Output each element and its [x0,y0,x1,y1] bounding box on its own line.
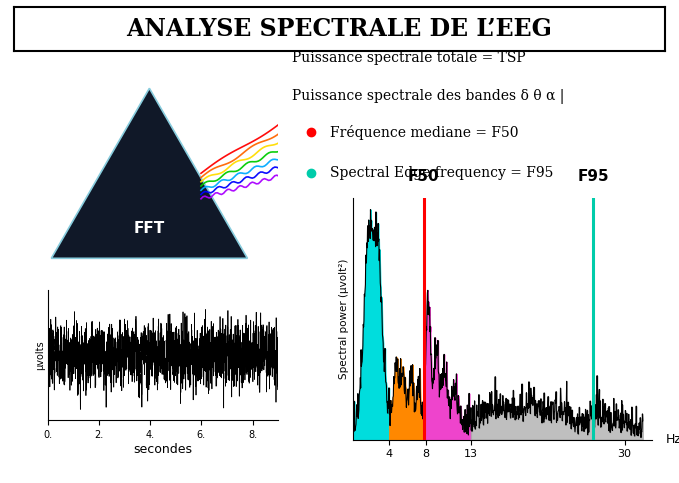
Polygon shape [52,88,247,258]
Text: Spectral Edge frequency = F95: Spectral Edge frequency = F95 [330,166,553,180]
Text: F95: F95 [577,169,609,184]
Text: Puissance spectrale totale = TSP: Puissance spectrale totale = TSP [292,51,526,65]
X-axis label: secondes: secondes [134,443,192,455]
Text: Fréquence mediane = F50: Fréquence mediane = F50 [330,125,519,140]
Text: F50: F50 [408,169,439,184]
Text: Puissance spectrale des bandes δ θ α |: Puissance spectrale des bandes δ θ α | [292,89,564,104]
Y-axis label: Spectral power (µvolt²): Spectral power (µvolt²) [339,258,349,379]
Text: ANALYSE SPECTRALE DE L’EEG: ANALYSE SPECTRALE DE L’EEG [126,17,553,41]
Text: Hz: Hz [665,433,679,446]
Text: FFT: FFT [134,221,165,236]
Y-axis label: µvolts: µvolts [35,340,45,370]
